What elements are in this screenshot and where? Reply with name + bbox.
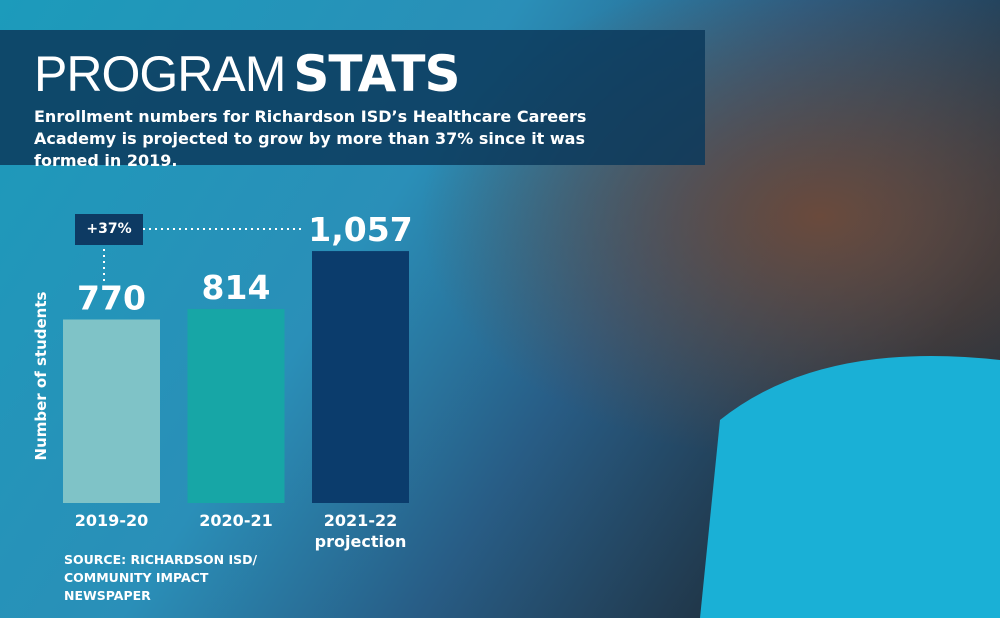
title-bold: STATS	[293, 45, 460, 103]
bar	[63, 319, 160, 503]
x-tick-label: 2020-21	[199, 511, 273, 530]
scrubs	[700, 356, 1000, 618]
x-tick-label: 2019-20	[74, 511, 149, 530]
value-label: 1,057	[308, 210, 412, 249]
x-tick-label: 2021-22 projection	[314, 511, 407, 551]
y-axis-label: Number of students	[32, 291, 50, 461]
value-label: 814	[202, 268, 271, 307]
bar	[187, 308, 285, 503]
annotation: +37%	[75, 214, 143, 245]
bar	[312, 251, 409, 503]
source: SOURCE: RICHARDSON ISD/ COMMUNITY IMPACT…	[64, 552, 258, 603]
title: PROGRAM STATS	[34, 44, 461, 104]
header-band	[0, 30, 705, 165]
subtitle: Enrollment numbers for Richardson ISD’s …	[34, 107, 587, 170]
title-light: PROGRAM	[34, 46, 286, 102]
value-label: 770	[77, 278, 146, 317]
